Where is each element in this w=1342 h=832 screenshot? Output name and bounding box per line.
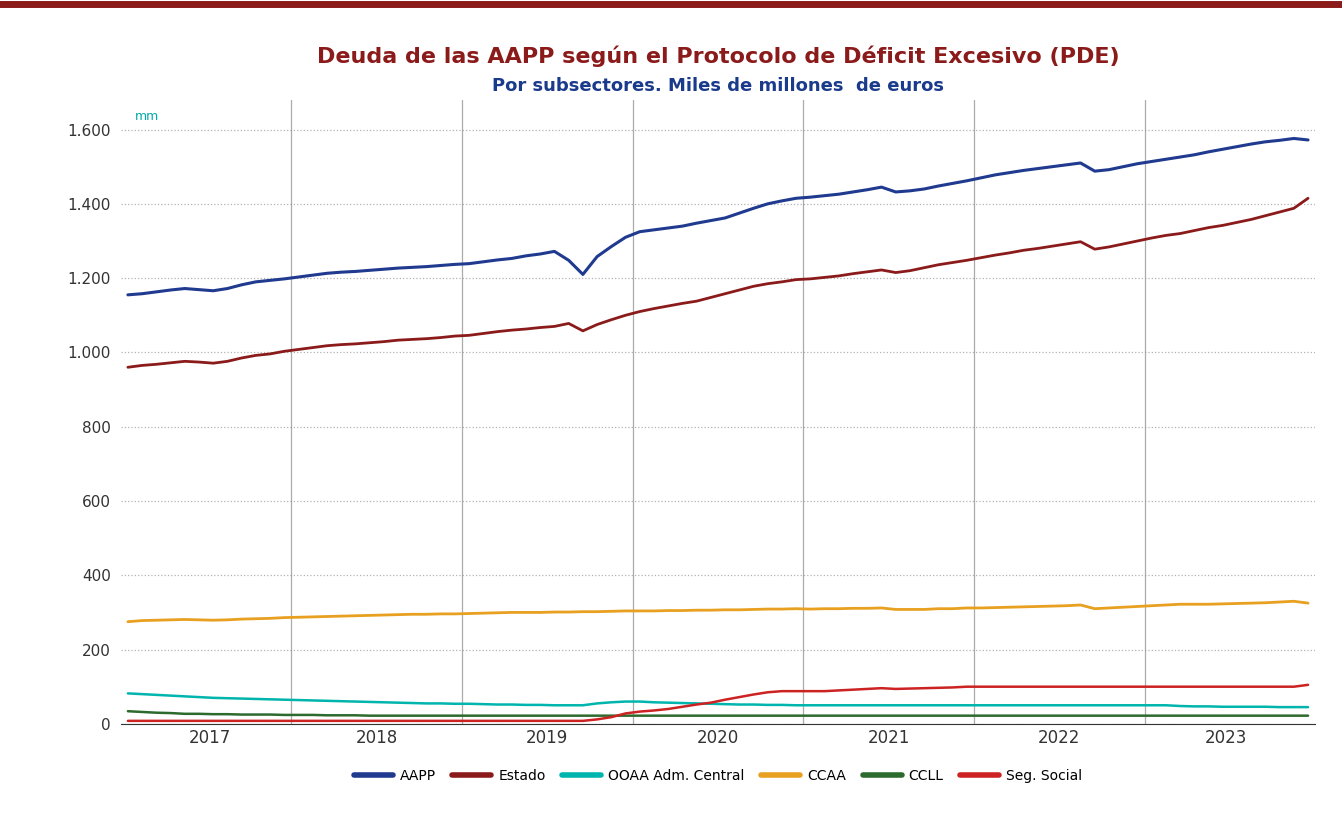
CCAA	[191, 615, 207, 625]
AAPP	[1300, 135, 1317, 145]
OOAA Adm. Central	[191, 692, 207, 702]
Line: CCAA: CCAA	[127, 602, 1308, 622]
CCLL	[134, 707, 150, 717]
CCLL	[1029, 711, 1045, 721]
AAPP	[703, 215, 719, 225]
OOAA Adm. Central	[1272, 702, 1288, 712]
OOAA Adm. Central	[119, 688, 136, 698]
CCLL	[191, 709, 207, 719]
Seg. Social	[646, 706, 662, 716]
Line: OOAA Adm. Central: OOAA Adm. Central	[127, 693, 1308, 707]
Seg. Social	[1072, 681, 1088, 691]
Line: Estado: Estado	[127, 198, 1308, 367]
CCAA	[134, 616, 150, 626]
Estado	[134, 360, 150, 370]
AAPP	[1016, 166, 1032, 176]
Text: Deuda de las AAPP según el Protocolo de Déficit Excesivo (PDE): Deuda de las AAPP según el Protocolo de …	[317, 46, 1119, 67]
Estado	[1016, 245, 1032, 255]
OOAA Adm. Central	[1300, 702, 1317, 712]
CCLL	[660, 711, 676, 721]
CCAA	[1016, 602, 1032, 612]
Estado	[191, 357, 207, 367]
AAPP	[191, 285, 207, 295]
Line: AAPP: AAPP	[127, 138, 1308, 295]
CCAA	[646, 606, 662, 616]
CCLL	[717, 711, 733, 721]
Text: mm: mm	[136, 110, 160, 123]
Estado	[119, 362, 136, 372]
OOAA Adm. Central	[703, 699, 719, 709]
CCAA	[119, 617, 136, 626]
CCLL	[361, 711, 377, 721]
Seg. Social	[119, 716, 136, 726]
AAPP	[1286, 133, 1302, 143]
CCLL	[1087, 711, 1103, 721]
CCAA	[703, 605, 719, 615]
CCAA	[1072, 600, 1088, 610]
Line: CCLL: CCLL	[127, 711, 1308, 716]
AAPP	[1072, 158, 1088, 168]
Seg. Social	[1016, 681, 1032, 691]
Seg. Social	[1300, 680, 1317, 690]
OOAA Adm. Central	[646, 697, 662, 707]
OOAA Adm. Central	[1072, 701, 1088, 711]
CCLL	[119, 706, 136, 716]
Seg. Social	[134, 716, 150, 726]
AAPP	[119, 290, 136, 300]
CCLL	[1300, 711, 1317, 721]
OOAA Adm. Central	[134, 689, 150, 699]
Estado	[703, 292, 719, 302]
AAPP	[134, 289, 150, 299]
Line: Seg. Social: Seg. Social	[127, 685, 1308, 721]
Seg. Social	[703, 698, 719, 708]
CCAA	[1300, 598, 1317, 608]
OOAA Adm. Central	[1016, 701, 1032, 711]
Estado	[1300, 193, 1317, 203]
Estado	[1072, 237, 1088, 247]
Text: Por subsectores. Miles de millones  de euros: Por subsectores. Miles de millones de eu…	[493, 77, 943, 95]
Seg. Social	[191, 716, 207, 726]
Legend: AAPP, Estado, OOAA Adm. Central, CCAA, CCLL, Seg. Social: AAPP, Estado, OOAA Adm. Central, CCAA, C…	[349, 764, 1087, 789]
AAPP	[646, 225, 662, 235]
Estado	[646, 304, 662, 314]
CCAA	[1286, 597, 1302, 607]
